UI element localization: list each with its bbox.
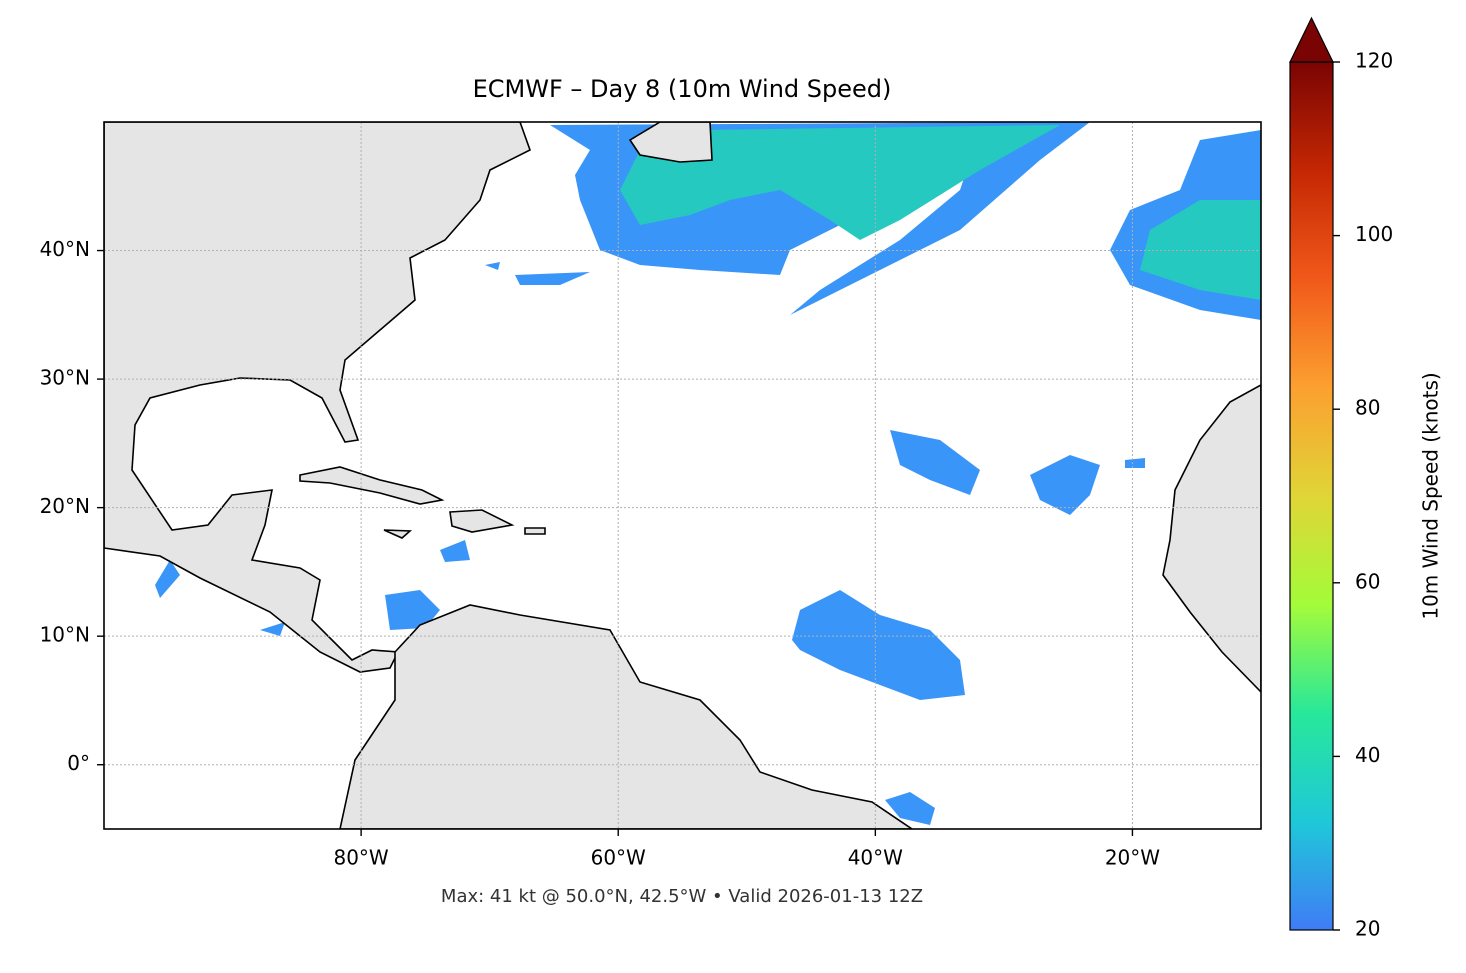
north-america (104, 122, 531, 673)
x-tick-label: 20°W (1105, 846, 1160, 870)
colorbar-tick-label: 80 (1355, 396, 1380, 420)
colorbar-tick-label: 60 (1355, 569, 1380, 593)
x-tick-label: 80°W (333, 846, 388, 870)
colorbar-tick-label: 20 (1355, 917, 1380, 941)
south-america (339, 604, 914, 829)
colorbar-tick-label: 40 (1355, 743, 1380, 767)
hispaniola (449, 509, 515, 533)
chart-title: ECMWF – Day 8 (10m Wind Speed) (473, 75, 892, 103)
y-tick-label: 0° (67, 751, 90, 775)
jamaica (383, 529, 413, 539)
x-tick-label: 60°W (591, 846, 646, 870)
y-tick-label: 30°N (40, 366, 90, 390)
map-area (104, 122, 1261, 829)
colorbar (1290, 62, 1333, 930)
footnote: Max: 41 kt @ 50.0°N, 42.5°W • Valid 2026… (441, 886, 923, 907)
y-tick-label: 10°N (40, 623, 90, 647)
x-tick-label: 40°W (848, 846, 903, 870)
newfoundland (628, 122, 713, 163)
colorbar-extend (1289, 16, 1334, 63)
puerto-rico (524, 527, 546, 535)
colorbar-tick-label: 120 (1355, 49, 1393, 73)
wind-field (155, 122, 1261, 825)
colorbar-label: 10m Wind Speed (knots) (1419, 372, 1443, 619)
y-tick-label: 40°N (40, 237, 90, 261)
y-tick-label: 20°N (40, 494, 90, 518)
africa (1162, 384, 1261, 694)
colorbar-tick-label: 100 (1355, 222, 1393, 246)
cuba (299, 466, 445, 505)
map-frame (103, 121, 1262, 830)
colorbar-frame (1289, 61, 1334, 931)
